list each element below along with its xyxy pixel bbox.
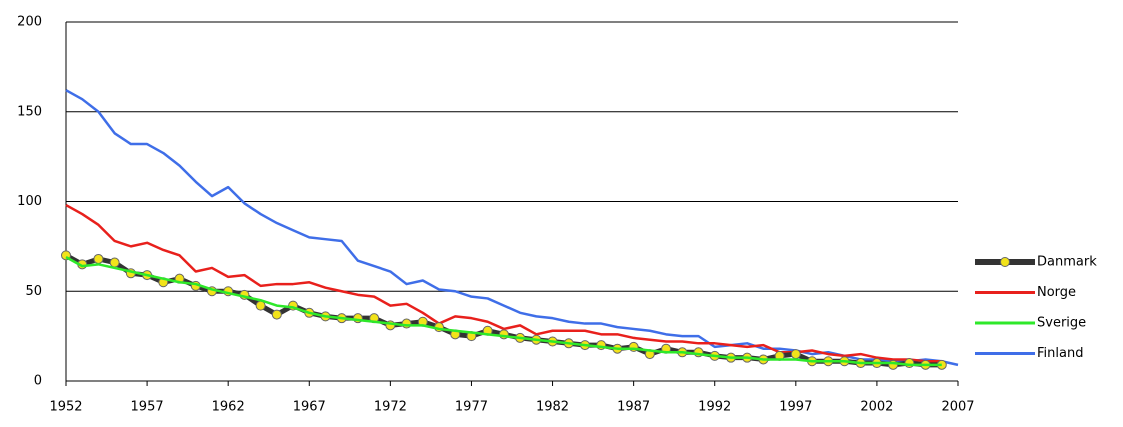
x-tick-label: 2007 <box>941 400 974 415</box>
x-tick-label: 1962 <box>212 400 245 415</box>
legend-label: Sverige <box>1037 316 1086 331</box>
y-tick-label: 150 <box>17 104 42 119</box>
x-tick-label: 1997 <box>779 400 812 415</box>
data-point <box>93 253 104 264</box>
y-tick-label: 50 <box>25 284 42 299</box>
data-point <box>904 358 915 369</box>
y-tick-label: 0 <box>34 374 42 389</box>
x-tick-label: 2002 <box>860 400 893 415</box>
y-tick-label: 200 <box>17 15 42 30</box>
legend-label: Danmark <box>1037 255 1097 270</box>
series-line <box>65 89 959 367</box>
x-tick-label: 1972 <box>374 400 407 415</box>
series-line <box>65 256 942 367</box>
data-point <box>888 359 899 370</box>
y-tick-label: 100 <box>17 194 42 209</box>
x-tick-label: 1992 <box>698 400 731 415</box>
x-tick-label: 1952 <box>49 400 82 415</box>
legend-marker <box>1000 257 1010 267</box>
x-tick-label: 1987 <box>617 400 650 415</box>
x-tick-label: 1982 <box>536 400 569 415</box>
data-point <box>109 257 120 268</box>
data-point <box>401 318 412 329</box>
legend-label: Finland <box>1037 346 1083 361</box>
data-point <box>271 309 282 320</box>
legend-label: Norge <box>1037 285 1076 300</box>
x-tick-label: 1977 <box>455 400 488 415</box>
data-point <box>790 349 801 360</box>
x-tick-label: 1967 <box>293 400 326 415</box>
x-tick-label: 1957 <box>131 400 164 415</box>
